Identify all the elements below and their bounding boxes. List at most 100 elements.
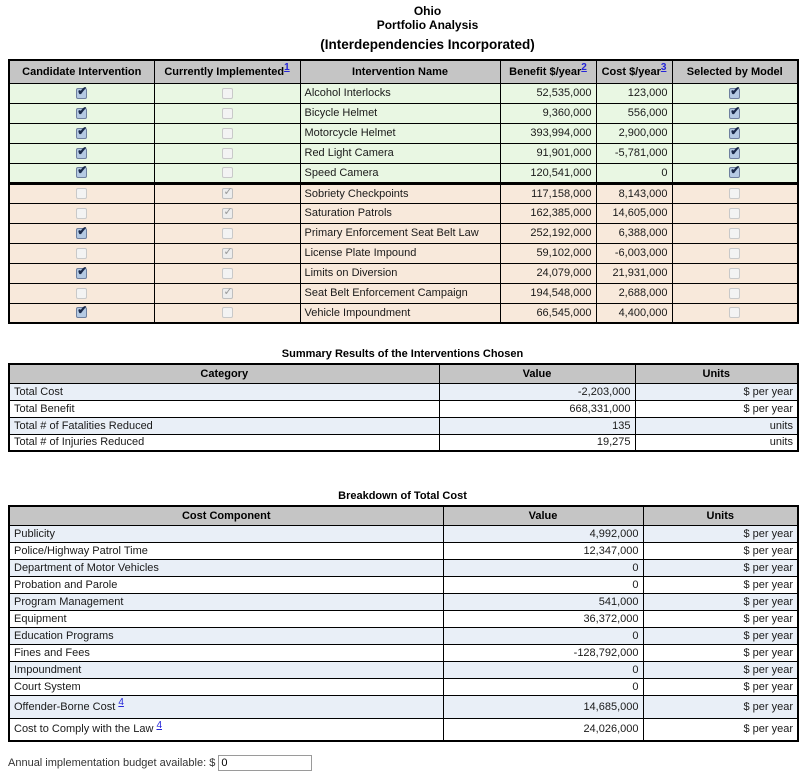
candidate-checkbox[interactable] bbox=[76, 144, 87, 159]
summary-table: Category Value Units Total Cost -2,203,00… bbox=[8, 363, 799, 452]
candidate-checkbox[interactable] bbox=[76, 164, 87, 179]
cost-component-label: Probation and Parole bbox=[8, 575, 444, 594]
benefit-value: 59,102,000 bbox=[499, 242, 597, 264]
candidate-checkbox[interactable] bbox=[76, 287, 88, 299]
breakdown-row: Police/Highway Patrol Time 12,347,000 $ pe… bbox=[8, 541, 799, 560]
summary-category: Total Cost bbox=[8, 382, 440, 401]
breakdown-value: 541,000 bbox=[442, 592, 644, 611]
candidate-checkbox[interactable] bbox=[76, 84, 87, 99]
intervention-name: Vehicle Impoundment bbox=[299, 302, 501, 324]
breakdown-value: 24,026,000 bbox=[442, 717, 644, 742]
cost-component-text: Fines and Fees bbox=[14, 646, 90, 659]
summary-col-category: Category bbox=[8, 363, 440, 384]
cost-value: 2,900,000 bbox=[595, 122, 673, 144]
benefit-value: 66,545,000 bbox=[499, 302, 597, 324]
intervention-name: Bicycle Helmet bbox=[299, 102, 501, 124]
selected-checkbox-cell bbox=[671, 122, 799, 144]
candidate-checkbox[interactable] bbox=[76, 188, 88, 200]
cost-value: 14,605,000 bbox=[595, 202, 673, 224]
selected-checkbox bbox=[729, 188, 741, 200]
intervention-name: Alcohol Interlocks bbox=[299, 82, 501, 104]
candidate-checkbox[interactable] bbox=[76, 304, 87, 319]
selected-checkbox-cell bbox=[671, 202, 799, 224]
summary-value: 19,275 bbox=[438, 433, 636, 452]
implemented-checkbox-cell bbox=[153, 282, 301, 304]
benefit-value: 252,192,000 bbox=[499, 222, 597, 244]
intervention-name: Red Light Camera bbox=[299, 142, 501, 164]
intervention-name: Saturation Patrols bbox=[299, 202, 501, 224]
breakdown-value: 0 bbox=[442, 626, 644, 645]
title-subtitle: (Interdependencies Incorporated) bbox=[320, 37, 535, 52]
candidate-checkbox[interactable] bbox=[76, 264, 87, 279]
cost-value: 8,143,000 bbox=[595, 181, 673, 204]
breakdown-value: 4,992,000 bbox=[442, 524, 644, 543]
title-main: Portfolio Analysis bbox=[376, 18, 479, 32]
footnote-4-link[interactable]: 4 bbox=[118, 696, 124, 708]
cost-value: 21,931,000 bbox=[595, 262, 673, 284]
breakdown-units: $ per year bbox=[642, 575, 799, 594]
cost-component-text: Police/Highway Patrol Time bbox=[14, 544, 148, 557]
breakdown-value: 12,347,000 bbox=[442, 541, 644, 560]
candidate-checkbox[interactable] bbox=[76, 224, 87, 239]
candidate-checkbox-cell bbox=[8, 102, 155, 124]
candidate-checkbox-cell bbox=[8, 82, 155, 104]
selected-checkbox bbox=[729, 287, 741, 299]
benefit-value: 393,994,000 bbox=[499, 122, 597, 144]
title-state: Ohio bbox=[413, 4, 442, 18]
implemented-checkbox bbox=[221, 267, 233, 279]
budget-input[interactable] bbox=[218, 755, 313, 771]
candidate-checkbox[interactable] bbox=[76, 207, 88, 219]
candidate-checkbox[interactable] bbox=[76, 124, 87, 139]
implemented-checkbox bbox=[221, 87, 233, 99]
intervention-row: Primary Enforcement Seat Belt Law252,192… bbox=[8, 222, 799, 244]
benefit-value: 52,535,000 bbox=[499, 82, 597, 104]
summary-row: Total Benefit 668,331,000 $ per year bbox=[8, 399, 799, 418]
breakdown-row: Education Programs 0 $ per year bbox=[8, 626, 799, 645]
breakdown-table: Cost Component Value Units Publicity 4,99… bbox=[8, 505, 799, 742]
intervention-name: Limits on Diversion bbox=[299, 262, 501, 284]
selected-checkbox bbox=[729, 227, 741, 239]
implemented-checkbox-cell bbox=[153, 242, 301, 264]
cost-component-label: Department of Motor Vehicles bbox=[8, 558, 444, 577]
cost-component-label: Cost to Comply with the Law 4 bbox=[8, 717, 444, 742]
selected-checkbox-cell bbox=[671, 102, 799, 124]
implemented-checkbox-cell bbox=[153, 102, 301, 124]
benefit-value: 91,901,000 bbox=[499, 142, 597, 164]
footnote-2-link[interactable]: 2 bbox=[581, 62, 587, 74]
implemented-checkbox bbox=[221, 186, 233, 200]
benefit-value: 194,548,000 bbox=[499, 282, 597, 304]
budget-line: Annual implementation budget available: … bbox=[8, 755, 800, 771]
selected-checkbox-cell bbox=[671, 142, 799, 164]
footnote-1-link[interactable]: 1 bbox=[284, 62, 290, 74]
cost-component-label: Equipment bbox=[8, 609, 444, 628]
candidate-checkbox-cell bbox=[8, 122, 155, 144]
summary-units: $ per year bbox=[634, 399, 799, 418]
col-header-benefit: Benefit $/year2 bbox=[499, 59, 597, 84]
footnote-4-link[interactable]: 4 bbox=[156, 719, 163, 731]
breakdown-units: $ per year bbox=[642, 660, 799, 679]
selected-checkbox bbox=[729, 267, 741, 279]
summary-row: Total # of Fatalities Reduced 135 units bbox=[8, 416, 799, 435]
candidate-checkbox[interactable] bbox=[76, 247, 88, 259]
implemented-checkbox-cell bbox=[153, 122, 301, 144]
cost-value: 123,000 bbox=[595, 82, 673, 104]
breakdown-units: $ per year bbox=[642, 694, 799, 719]
summary-category: Total # of Injuries Reduced bbox=[8, 433, 440, 452]
candidate-checkbox[interactable] bbox=[76, 104, 87, 119]
cost-component-label: Fines and Fees bbox=[8, 643, 444, 662]
col-header-name: Intervention Name bbox=[299, 59, 501, 84]
selected-checkbox bbox=[729, 84, 740, 99]
footnote-3-link[interactable]: 3 bbox=[660, 62, 667, 74]
candidate-checkbox-cell bbox=[8, 142, 155, 164]
breakdown-units: $ per year bbox=[642, 643, 799, 662]
candidate-checkbox-cell bbox=[8, 181, 155, 204]
summary-units: $ per year bbox=[634, 382, 799, 401]
cost-value: 2,688,000 bbox=[595, 282, 673, 304]
benefit-value: 162,385,000 bbox=[499, 202, 597, 224]
breakdown-value: 36,372,000 bbox=[442, 609, 644, 628]
summary-section-title: Summary Results of the Interventions Cho… bbox=[281, 348, 524, 360]
